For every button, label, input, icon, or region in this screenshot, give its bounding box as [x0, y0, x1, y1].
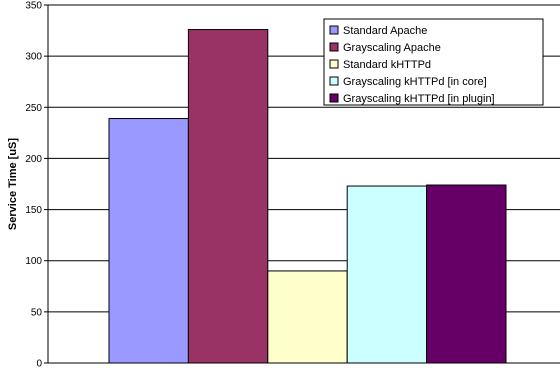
axes	[47, 5, 560, 364]
y-tick-label: 200	[25, 154, 42, 165]
y-tick-label: 150	[25, 205, 42, 216]
legend-label: Standard Apache	[343, 25, 427, 37]
y-tick-label: 250	[25, 103, 42, 114]
legend-swatch	[329, 42, 339, 52]
y-tick-label: 0	[36, 359, 42, 368]
legend-swatch	[329, 25, 339, 35]
y-tick-label: 300	[25, 52, 42, 63]
bars	[108, 29, 507, 364]
legend-label: Grayscaling kHTTPd [in core]	[343, 76, 487, 88]
legend-box	[323, 18, 544, 106]
y-tick-labels: 0 50 100 150 200 250 300 350	[25, 1, 42, 368]
legend-swatch	[329, 76, 339, 86]
y-axis-title: Service Time [uS]	[7, 138, 19, 230]
y-tick-label: 50	[31, 307, 43, 318]
bar-grayscaling-apache	[187, 29, 269, 364]
legend-label: Grayscaling Apache	[343, 42, 441, 54]
y-tick-label: 100	[25, 256, 42, 267]
legend-swatch	[329, 59, 339, 69]
legend-label: Standard kHTTPd	[343, 59, 431, 71]
bar-standard-apache	[108, 118, 189, 364]
y-tick-label: 350	[25, 1, 42, 12]
bar-grayscaling-khttpd-in-plugin	[426, 184, 507, 364]
legend-swatch	[329, 93, 339, 103]
legend: Standard Apache Grayscaling Apache Standar…	[323, 18, 544, 106]
legend-label: Grayscaling kHTTPd [in plugin]	[343, 93, 495, 105]
bar-grayscaling-khttpd-in-core	[346, 185, 428, 364]
bar-standard-khttpd	[267, 270, 348, 364]
